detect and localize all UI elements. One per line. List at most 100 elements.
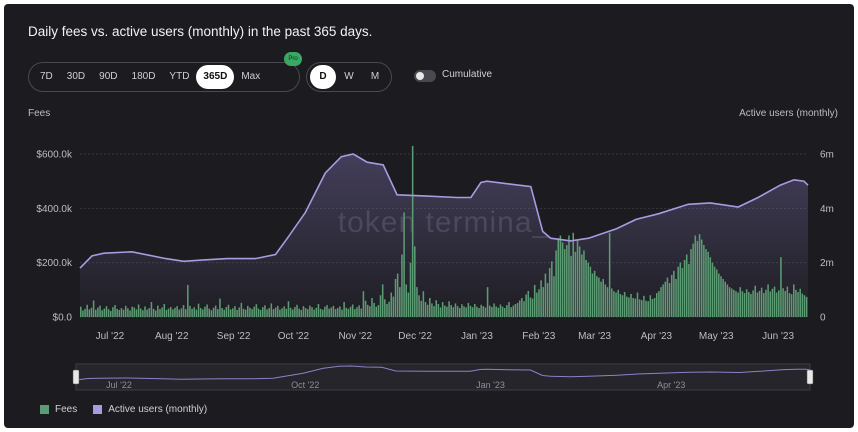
fee-bar — [677, 266, 679, 317]
fee-bar — [662, 284, 664, 317]
fee-bar — [109, 311, 112, 317]
range-button-365d[interactable]: 365D — [196, 65, 235, 89]
navigator-handle-left[interactable] — [72, 369, 80, 385]
fee-bar — [424, 302, 427, 317]
fee-bar — [720, 276, 722, 317]
fee-bar — [458, 308, 461, 317]
x-tick-label: Mar '23 — [578, 331, 611, 342]
fee-bar — [144, 306, 146, 317]
fee-bar — [726, 284, 729, 317]
fee-bar — [116, 308, 118, 317]
fee-bar — [259, 309, 262, 317]
fee-bar — [587, 262, 589, 317]
interval-button-m[interactable]: M — [370, 71, 380, 82]
fee-bar — [638, 299, 641, 317]
fee-bar — [238, 307, 240, 317]
fee-bar — [418, 295, 420, 317]
chart-card: Daily fees vs. active users (monthly) in… — [4, 4, 854, 428]
fee-bar — [698, 234, 701, 317]
fee-bar — [741, 291, 744, 317]
fee-bar — [251, 309, 253, 317]
fee-bar — [467, 302, 470, 317]
fee-bar — [538, 289, 540, 317]
fee-bar — [92, 300, 95, 317]
fee-bar — [94, 309, 97, 317]
fee-bar — [566, 245, 568, 317]
fee-bar — [127, 308, 129, 317]
fee-bar — [249, 307, 251, 317]
fee-bar — [499, 304, 502, 317]
fee-bar — [360, 308, 363, 317]
range-button-ytd[interactable]: YTD — [169, 71, 190, 82]
fee-bar — [229, 309, 232, 317]
fee-bar — [86, 304, 88, 317]
fee-bar — [473, 303, 476, 317]
fee-bar — [345, 307, 348, 317]
fee-bar — [581, 254, 583, 317]
fee-bar — [692, 243, 694, 317]
fee-bar — [433, 306, 435, 317]
interval-button-d[interactable]: D — [310, 65, 336, 89]
range-button-7d[interactable]: 7D — [40, 71, 53, 82]
fee-bar — [401, 254, 403, 317]
fee-bar — [317, 303, 320, 317]
fee-bar — [559, 235, 562, 317]
range-button-180d[interactable]: 180D — [131, 71, 156, 82]
fee-bar — [107, 309, 110, 317]
fee-bar — [544, 273, 547, 317]
fee-bar — [748, 292, 750, 317]
range-button-90d[interactable]: 90D — [99, 71, 118, 82]
fee-bar — [225, 306, 228, 317]
fee-bar — [790, 294, 793, 317]
y-left-tick-label: $600.0k — [36, 150, 73, 161]
x-tick-label: May '23 — [699, 331, 734, 342]
range-button-max[interactable]: Max — [241, 71, 261, 82]
fee-bar — [429, 297, 431, 317]
active-users-area — [80, 154, 808, 317]
pro-badge: Pro — [284, 52, 302, 66]
fee-bar — [778, 290, 780, 317]
fee-bar — [120, 308, 123, 317]
cumulative-toggle[interactable] — [414, 70, 436, 82]
fee-bar — [765, 289, 767, 317]
fee-bar — [583, 250, 585, 317]
fee-bar — [253, 306, 255, 317]
fee-bar — [450, 305, 452, 317]
legend-item-active-users[interactable]: Active users (monthly) — [93, 404, 207, 415]
fee-bar — [336, 308, 339, 317]
fee-bar — [287, 301, 290, 317]
fee-bar — [208, 308, 211, 317]
fee-bar — [332, 305, 335, 317]
fee-bar — [358, 305, 360, 317]
fee-bar — [685, 254, 688, 317]
fee-bar — [553, 276, 555, 317]
fee-bar — [84, 308, 86, 317]
x-tick-label: Jul '22 — [96, 331, 125, 342]
fee-bar — [570, 255, 572, 318]
x-tick-label: Oct '22 — [278, 331, 310, 342]
fee-bar — [300, 309, 303, 317]
fee-bar — [302, 306, 305, 317]
fee-bar — [709, 257, 712, 317]
interval-button-w[interactable]: W — [344, 71, 354, 82]
fee-bar — [285, 308, 288, 317]
fee-bar — [788, 293, 791, 317]
fee-bar — [392, 296, 395, 318]
fee-bar — [611, 288, 613, 317]
fee-bar — [118, 309, 121, 317]
range-button-30d[interactable]: 30D — [66, 71, 86, 82]
fee-bar — [529, 297, 532, 317]
fee-bar — [801, 293, 804, 317]
fee-bar — [304, 308, 307, 317]
x-tick-label: Nov '22 — [338, 331, 372, 342]
fee-bar — [446, 306, 448, 317]
fee-bar — [247, 305, 249, 317]
fee-bar — [623, 292, 626, 317]
fee-bar — [664, 281, 667, 317]
legend-item-fees[interactable]: Fees — [40, 404, 77, 415]
fee-bar — [632, 297, 634, 317]
fee-bar — [604, 284, 607, 317]
navigator-handle-right[interactable] — [806, 369, 814, 385]
fee-bar — [159, 309, 161, 317]
fee-bar — [793, 284, 795, 317]
